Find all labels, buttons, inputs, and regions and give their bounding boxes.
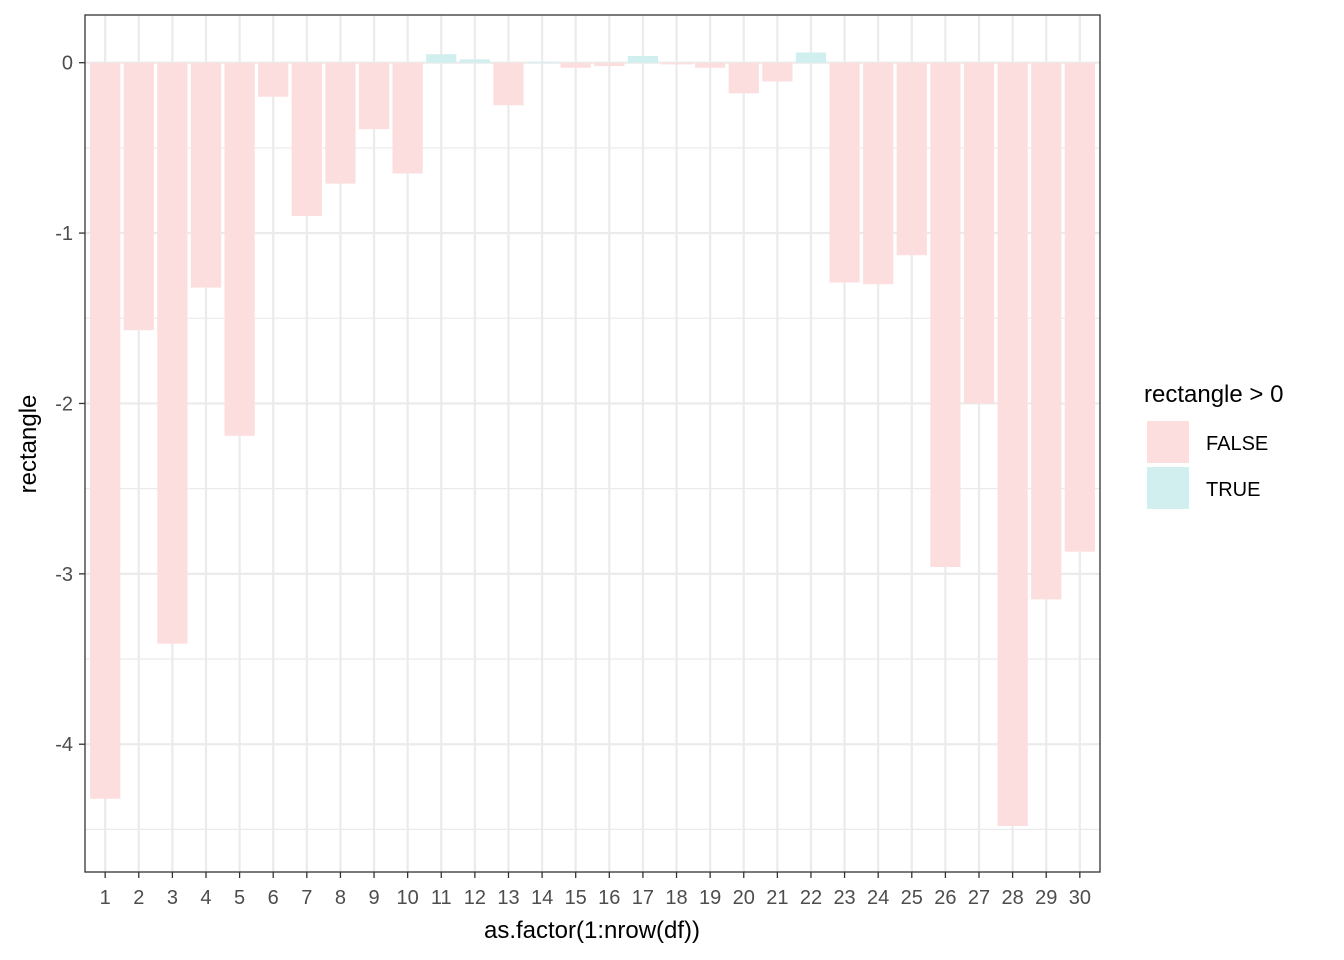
x-tick-label: 18 — [665, 887, 687, 909]
legend-key-false — [1147, 421, 1189, 463]
bar-13 — [493, 62, 524, 106]
bar-12 — [459, 59, 490, 63]
legend-key-true — [1147, 467, 1189, 509]
x-tick-label: 17 — [632, 887, 654, 909]
x-tick-label: 1 — [100, 887, 111, 909]
bar-19 — [695, 62, 726, 68]
x-tick-label: 20 — [733, 887, 755, 909]
bar-11 — [426, 54, 457, 63]
bar-20 — [728, 62, 759, 94]
x-tick-label: 16 — [598, 887, 620, 909]
x-tick-label: 5 — [234, 887, 245, 909]
y-axis-title: rectangle — [15, 395, 42, 494]
legend-label-false: FALSE — [1206, 433, 1268, 455]
bar-1 — [90, 62, 121, 799]
x-tick-label: 8 — [335, 887, 346, 909]
bars — [90, 52, 1095, 826]
x-tick-label: 7 — [301, 887, 312, 909]
bar-26 — [930, 62, 961, 568]
bar-8 — [325, 62, 356, 184]
bar-22 — [795, 52, 827, 63]
bar-24 — [863, 62, 894, 285]
x-tick-label: 26 — [934, 887, 956, 909]
bar-17 — [627, 55, 659, 63]
bar-7 — [291, 62, 322, 217]
x-tick-label: 23 — [833, 887, 855, 909]
x-tick-label: 3 — [167, 887, 178, 909]
bar-9 — [358, 62, 390, 130]
bar-10 — [392, 62, 423, 174]
y-tick-label: 0 — [62, 53, 73, 75]
x-tick-label: 24 — [867, 887, 889, 909]
bar-30 — [1064, 62, 1095, 552]
x-tick-label: 15 — [565, 887, 587, 909]
x-tick-label: 9 — [368, 887, 379, 909]
y-tick-label: -1 — [55, 223, 73, 245]
legend: rectangle > 0 FALSE TRUE — [1144, 381, 1283, 509]
x-tick-label: 27 — [968, 887, 990, 909]
legend-title: rectangle > 0 — [1144, 381, 1283, 408]
bar-27 — [963, 62, 995, 404]
bar-16 — [594, 62, 625, 67]
bar-15 — [560, 62, 591, 68]
x-axis-title: as.factor(1:nrow(df)) — [484, 917, 700, 944]
plot-panel-border — [84, 14, 1101, 873]
bar-25 — [896, 62, 927, 256]
bar-6 — [258, 62, 289, 97]
x-tick-label: 28 — [1001, 887, 1023, 909]
x-tick-label: 2 — [133, 887, 144, 909]
x-tick-label: 22 — [800, 887, 822, 909]
x-tick-label: 10 — [397, 887, 419, 909]
bar-2 — [123, 62, 154, 331]
x-tick-label: 19 — [699, 887, 721, 909]
bar-14 — [526, 61, 558, 63]
x-tick-label: 25 — [901, 887, 923, 909]
bar-23 — [829, 62, 860, 283]
y-axis: 0 -1 -2 -3 -4 — [55, 53, 85, 756]
legend-label-true: TRUE — [1206, 479, 1260, 501]
x-tick-label: 12 — [464, 887, 486, 909]
x-tick-label: 29 — [1035, 887, 1057, 909]
x-tick-label: 21 — [766, 887, 788, 909]
bar-21 — [762, 62, 793, 82]
x-tick-label: 6 — [268, 887, 279, 909]
bar-5 — [224, 62, 255, 436]
x-tick-label: 11 — [431, 887, 452, 909]
bar-29 — [1031, 62, 1062, 600]
x-tick-label: 30 — [1069, 887, 1091, 909]
bar-4 — [190, 62, 222, 288]
y-tick-label: -3 — [55, 564, 73, 586]
x-tick-label: 14 — [531, 887, 553, 909]
x-axis: 1 2 3 4 5 6 7 8 9 10 11 12 13 14 15 16 17 18 19 20 21 22 23 24 2… — [100, 872, 1091, 909]
bar-18 — [661, 62, 692, 65]
y-tick-label: -4 — [55, 734, 73, 756]
x-tick-label: 4 — [200, 887, 211, 909]
y-tick-label: -2 — [55, 393, 73, 415]
bar-28 — [997, 62, 1028, 826]
bar-3 — [157, 62, 188, 644]
x-tick-label: 13 — [497, 887, 519, 909]
